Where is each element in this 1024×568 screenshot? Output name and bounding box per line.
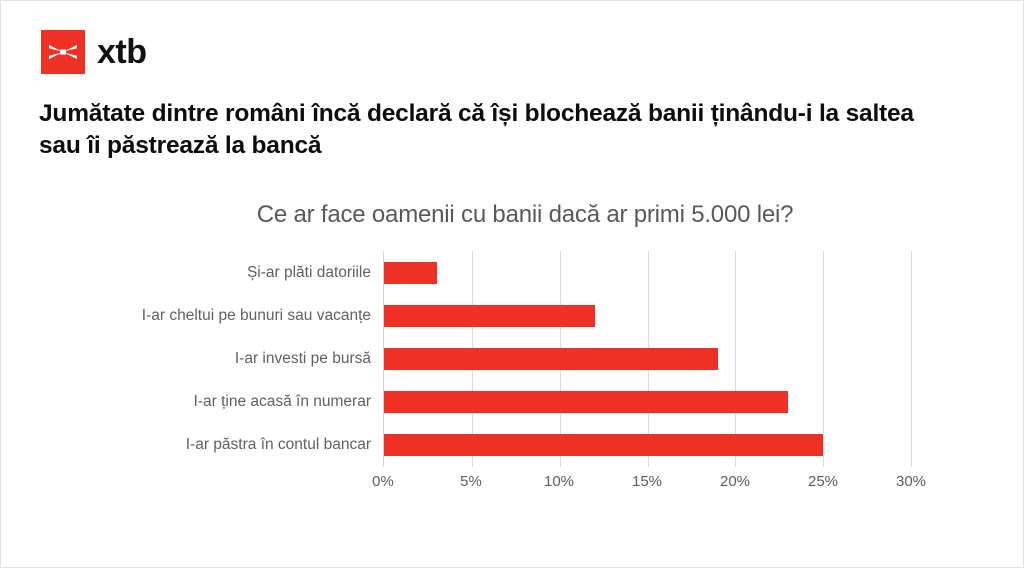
chart-bar[interactable] [384, 434, 824, 457]
chart-bars [384, 251, 911, 467]
chart-bar-slot [384, 294, 911, 337]
chart-bar-slot [384, 424, 911, 467]
chart-bar-slot [384, 337, 911, 380]
chart-category-label: Și-ar plăti datoriile [246, 263, 371, 281]
chart-plot-row: Și-ar plăti datoriile I-ar cheltui pe bun… [121, 251, 912, 467]
chart-category-label: I-ar investi pe bursă [234, 350, 371, 367]
chart-bar[interactable] [384, 304, 595, 327]
chart-x-tick-label: 25% [807, 473, 839, 490]
chart-x-axis: 0% 5% 10% 15% 20% 25% 30% [372, 467, 926, 497]
chart-bar[interactable] [384, 261, 437, 284]
chart-gridline [911, 251, 912, 467]
page-title: Jumătate dintre români încă declară că î… [39, 100, 914, 160]
brand-wordmark: xtb [97, 33, 147, 71]
brand-logo: xtb [41, 30, 147, 74]
chart-plot-area [383, 251, 912, 467]
chart-title: Ce ar face oamenii cu banii dacă ar prim… [256, 201, 794, 228]
xtb-logo-mark-icon [41, 30, 85, 74]
chart-x-tick-label: 10% [543, 473, 575, 490]
chart-x-tick-label: 0% [372, 473, 394, 490]
chart-bar[interactable] [384, 348, 718, 370]
chart-category-axis: Și-ar plăti datoriile I-ar cheltui pe bun… [121, 251, 383, 467]
chart-bar-slot [384, 381, 911, 424]
chart-x-tick-label: 15% [631, 473, 663, 490]
chart-x-tick-label: 20% [719, 473, 751, 490]
chart-bar-slot [384, 251, 911, 294]
chart-category-label: I-ar cheltui pe bunuri sau vacanțe [141, 306, 371, 324]
chart-category-label: I-ar ține acasă în numerar [193, 393, 371, 411]
chart-bar[interactable] [384, 391, 789, 414]
chart-x-tick-label: 5% [460, 473, 482, 490]
chart-x-tick-label: 30% [895, 473, 927, 490]
chart: Ce ar face oamenii cu banii dacă ar prim… [121, 201, 926, 516]
chart-category-label: I-ar păstra în contul bancar [185, 436, 371, 454]
